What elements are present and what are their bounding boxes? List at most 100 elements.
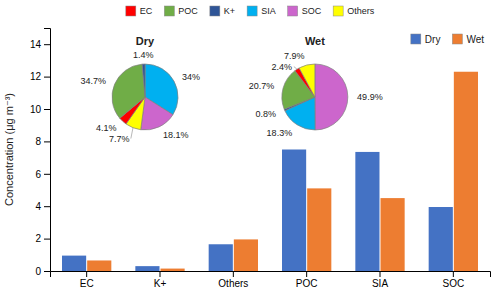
- pie-title: Wet: [305, 35, 325, 47]
- chart-container: 0 2 4 6 8 10 12 14 EC K+ Others POC SIA SOC Concentrat…: [0, 0, 500, 305]
- y-tick-mark: [44, 206, 50, 207]
- pie-label: 7.7%: [109, 134, 130, 144]
- x-tick-label: SOC: [442, 278, 464, 289]
- legend-label: SIA: [261, 6, 276, 16]
- bar: [87, 260, 111, 271]
- pie-label: 20.7%: [249, 81, 275, 91]
- legend-swatch: [247, 6, 257, 16]
- legend-swatch: [452, 34, 462, 44]
- legend-label: SOC: [302, 6, 322, 16]
- y-tick-label: 4: [35, 201, 41, 212]
- y-tick-label: 14: [30, 39, 42, 50]
- bar-legend: Dry Wet: [411, 34, 484, 45]
- legend-label: Wet: [466, 34, 484, 45]
- legend-label: K+: [224, 6, 235, 16]
- bar: [381, 198, 405, 271]
- x-tick-mark: [453, 271, 454, 277]
- bar: [429, 207, 453, 271]
- chart-svg: 0 2 4 6 8 10 12 14 EC K+ Others POC SIA SOC Concentrat…: [0, 0, 500, 305]
- y-tick-mark: [44, 141, 50, 142]
- legend-item: Wet: [452, 34, 484, 45]
- pie-slice: [112, 64, 145, 118]
- component-legend: EC POC K+ SIA SOC Others: [126, 6, 375, 16]
- pie-label: 0.8%: [255, 109, 276, 119]
- x-tick-label: SIA: [372, 278, 388, 289]
- y-tick-mark: [44, 174, 50, 175]
- pie-label: 18.1%: [163, 130, 189, 140]
- bar: [135, 266, 159, 271]
- y-tick: 12: [30, 71, 50, 82]
- bar-series: [62, 150, 453, 272]
- x-tick: SIA: [372, 271, 388, 289]
- y-axis-line: [44, 29, 51, 272]
- y-tick-mark: [44, 239, 50, 240]
- pie-slice: [142, 64, 145, 97]
- pie-label: 1.4%: [133, 50, 154, 60]
- x-tick-label: K+: [154, 278, 167, 289]
- x-tick: Others: [218, 271, 248, 289]
- legend-swatch: [164, 6, 174, 16]
- x-tick-label: EC: [80, 278, 94, 289]
- y-tick-mark: [44, 109, 50, 110]
- y-tick-mark: [44, 44, 50, 45]
- pie-leader: [131, 128, 133, 139]
- bar: [454, 72, 478, 271]
- y-tick-mark: [44, 77, 50, 78]
- legend-swatch: [333, 6, 343, 16]
- bar: [355, 152, 379, 271]
- x-tick-mark: [233, 271, 234, 277]
- legend-item: SOC: [288, 6, 322, 16]
- legend-item: Others: [333, 6, 375, 16]
- x-axis: EC K+ Others POC SIA SOC: [51, 271, 491, 289]
- bar: [282, 150, 306, 272]
- y-tick: 10: [30, 104, 50, 115]
- pie-label: 4.1%: [96, 123, 117, 133]
- legend-label: Dry: [425, 34, 441, 45]
- bar: [62, 256, 86, 271]
- pie-label: 7.9%: [284, 51, 305, 61]
- pie-slice: [315, 64, 348, 130]
- legend-swatch: [411, 34, 421, 44]
- legend-item: SIA: [247, 6, 276, 16]
- y-tick-label: 0: [35, 266, 41, 277]
- y-tick-label: 2: [35, 233, 41, 244]
- pie-title: Dry: [136, 35, 155, 47]
- bar: [209, 244, 233, 271]
- y-tick-label: 8: [35, 136, 41, 147]
- x-tick: POC: [296, 271, 318, 289]
- x-tick-mark: [306, 271, 307, 277]
- legend-swatch: [210, 6, 220, 16]
- pie-leader: [294, 67, 297, 70]
- pie: 34%18.1%7.7%4.1%34.7%1.4%Dry: [80, 35, 200, 144]
- pie-slice: [299, 64, 315, 97]
- bar: [161, 269, 185, 271]
- x-tick-mark: [86, 271, 87, 277]
- legend-swatch: [288, 6, 298, 16]
- x-axis-line: [51, 272, 491, 278]
- y-tick-label: 6: [35, 169, 41, 180]
- legend-item: Dry: [411, 34, 441, 45]
- x-tick-mark: [160, 271, 161, 277]
- pie-label: 49.9%: [357, 92, 383, 102]
- bar: [234, 239, 258, 271]
- y-tick: 0: [35, 266, 50, 277]
- y-axis: 0 2 4 6 8 10 12 14: [30, 29, 51, 277]
- legend-item: EC: [126, 6, 153, 16]
- legend-label: Others: [347, 6, 375, 16]
- y-tick: 6: [35, 169, 50, 180]
- x-tick-label: Others: [218, 278, 248, 289]
- pie-slice: [141, 97, 173, 130]
- pie-label: 18.3%: [267, 128, 293, 138]
- x-tick: SOC: [442, 271, 464, 289]
- legend-label: EC: [140, 6, 153, 16]
- x-tick-label: POC: [296, 278, 318, 289]
- y-tick: 14: [30, 39, 50, 50]
- pie: 49.9%18.3%0.8%20.7%2.4%7.9%Wet: [249, 35, 383, 138]
- x-tick: EC: [80, 271, 94, 289]
- bar: [307, 188, 331, 271]
- legend-item: POC: [164, 6, 198, 16]
- y-tick-mark: [44, 271, 50, 272]
- legend-label: POC: [178, 6, 198, 16]
- y-axis-title: Concentration (μg m⁻³): [3, 93, 15, 206]
- x-tick-mark: [380, 271, 381, 277]
